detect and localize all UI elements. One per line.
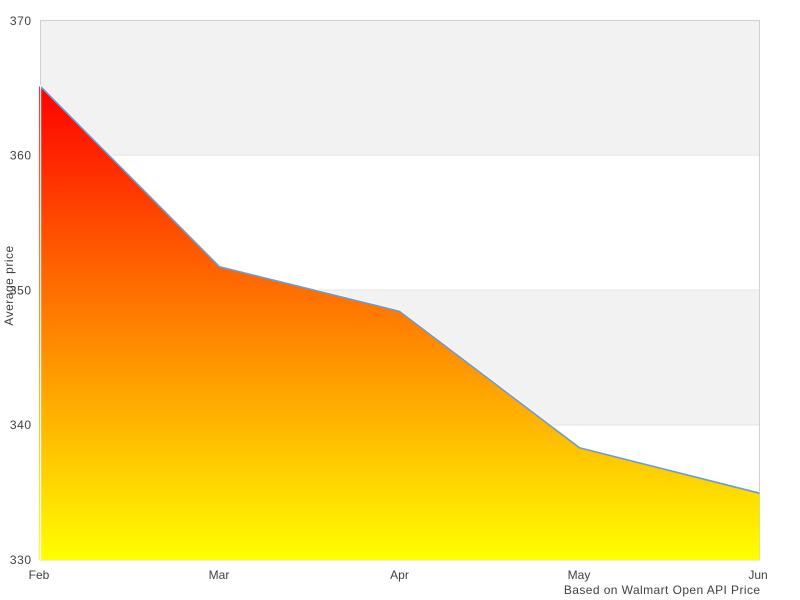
svg-text:Apr: Apr xyxy=(390,568,409,582)
svg-text:Feb: Feb xyxy=(29,568,50,582)
svg-text:Based on Walmart Open API Pric: Based on Walmart Open API Price xyxy=(564,583,761,597)
svg-text:May: May xyxy=(568,568,591,582)
svg-text:360: 360 xyxy=(10,149,32,163)
svg-text:370: 370 xyxy=(10,14,32,28)
svg-text:340: 340 xyxy=(10,418,32,432)
svg-text:Mar: Mar xyxy=(209,568,230,582)
svg-text:Jun: Jun xyxy=(748,568,767,582)
svg-text:350: 350 xyxy=(10,283,32,297)
svg-text:Average price: Average price xyxy=(2,245,16,325)
svg-text:330: 330 xyxy=(10,553,32,567)
